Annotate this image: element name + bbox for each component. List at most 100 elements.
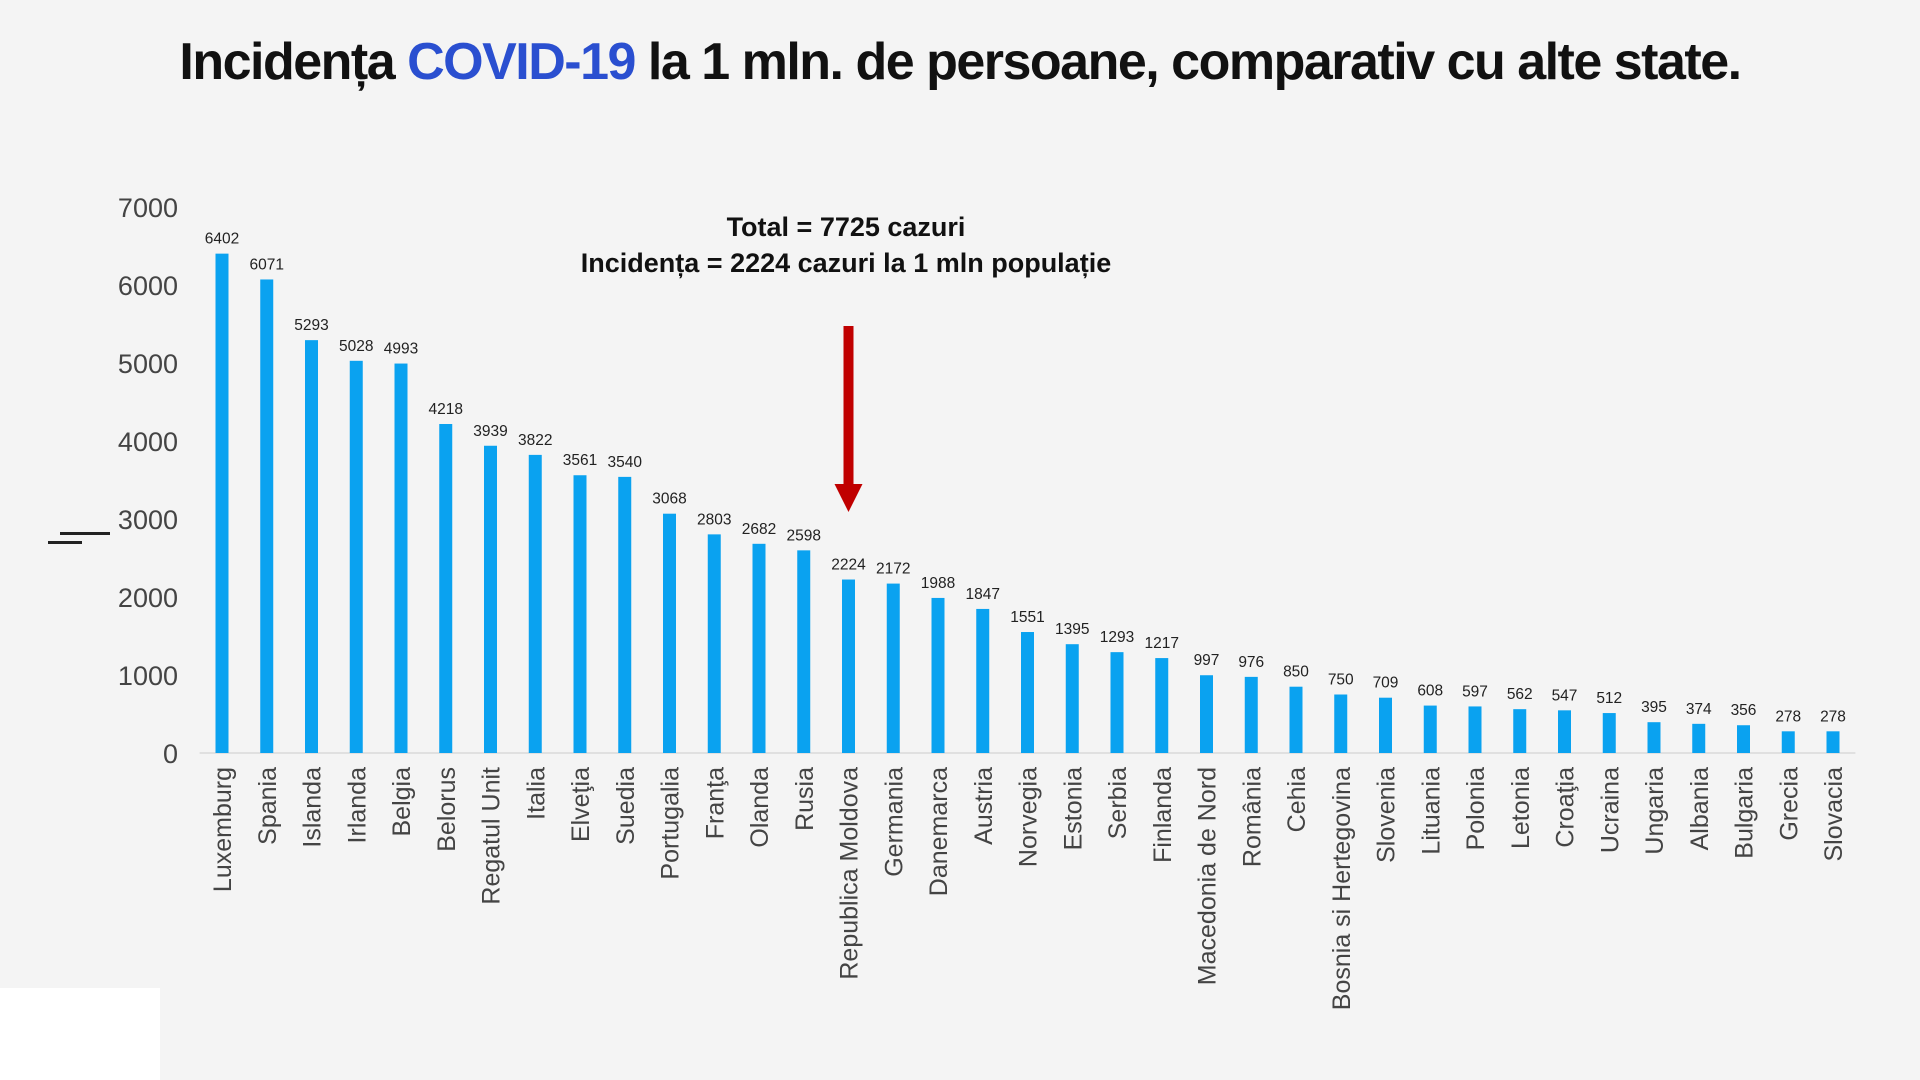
value-label: 3939 bbox=[473, 423, 507, 440]
annotation-total: Total = 7725 cazuri bbox=[727, 212, 966, 242]
title-prefix: Incidența bbox=[179, 33, 408, 91]
y-tick-label: 0 bbox=[163, 739, 178, 769]
bar bbox=[1379, 697, 1392, 753]
category-label: Rusia bbox=[791, 767, 819, 831]
value-label: 374 bbox=[1686, 701, 1712, 718]
value-label: 597 bbox=[1462, 683, 1488, 700]
value-label: 278 bbox=[1775, 708, 1801, 725]
y-tick-label: 5000 bbox=[118, 349, 178, 379]
value-label: 2172 bbox=[876, 561, 910, 578]
title-suffix: la 1 mln. de persoane, comparativ cu alt… bbox=[634, 33, 1742, 91]
highlight-arrow bbox=[834, 326, 863, 512]
bar bbox=[1558, 710, 1571, 753]
bar bbox=[573, 475, 587, 753]
bar bbox=[305, 340, 318, 753]
category-label: Bosnia si Hertegovina bbox=[1328, 767, 1356, 1010]
category-label: Germania bbox=[880, 767, 908, 877]
value-label: 1551 bbox=[1010, 609, 1044, 626]
value-label: 5293 bbox=[294, 317, 328, 334]
category-label: Franţa bbox=[701, 767, 729, 839]
value-label: 850 bbox=[1283, 664, 1309, 681]
category-label: Slovacia bbox=[1820, 767, 1848, 862]
value-label: 6071 bbox=[250, 256, 284, 273]
value-label: 1988 bbox=[921, 575, 955, 592]
category-label: Ucraina bbox=[1596, 767, 1624, 853]
value-label: 356 bbox=[1731, 702, 1757, 719]
category-label: Suedia bbox=[612, 767, 640, 845]
category-label: Albania bbox=[1686, 767, 1714, 850]
bar bbox=[528, 454, 542, 753]
bar bbox=[349, 360, 363, 753]
arrow-head bbox=[834, 484, 863, 512]
bar bbox=[707, 534, 721, 753]
y-tick-label: 7000 bbox=[118, 193, 178, 223]
bar bbox=[1737, 725, 1750, 753]
value-label: 1217 bbox=[1145, 635, 1179, 652]
category-label: Belgia bbox=[388, 767, 416, 837]
value-label: 709 bbox=[1373, 675, 1399, 692]
value-labels-group: 6402 6071 5293 5028 4993 4218 3939 3822 3561 3540… bbox=[205, 231, 1846, 726]
y-tick-label: 4000 bbox=[118, 427, 178, 457]
value-label: 3540 bbox=[608, 454, 643, 471]
value-label: 2598 bbox=[787, 527, 821, 544]
bar bbox=[1289, 686, 1303, 753]
category-label: Republica Moldova bbox=[836, 767, 864, 980]
value-label: 5028 bbox=[339, 338, 373, 355]
category-label: Luxemburg bbox=[209, 767, 237, 892]
bar bbox=[1602, 713, 1616, 753]
bar bbox=[394, 363, 408, 753]
category-label: Slovenia bbox=[1373, 767, 1401, 863]
equals-mark bbox=[48, 528, 110, 546]
category-label: Irlanda bbox=[343, 767, 371, 844]
value-label: 395 bbox=[1641, 699, 1667, 716]
y-tick-label: 2000 bbox=[118, 583, 178, 613]
category-label: Ungaria bbox=[1641, 767, 1669, 855]
value-label: 4993 bbox=[384, 341, 418, 358]
bar bbox=[618, 476, 632, 753]
value-label: 608 bbox=[1417, 683, 1443, 700]
bar bbox=[1065, 644, 1079, 753]
bar bbox=[797, 550, 811, 753]
bar bbox=[1244, 676, 1258, 753]
value-label: 6402 bbox=[205, 231, 239, 248]
annotation-incidence: Incidența = 2224 cazuri la 1 mln populaț… bbox=[581, 248, 1111, 278]
bar bbox=[1692, 723, 1706, 753]
value-label: 997 bbox=[1194, 652, 1220, 669]
category-label: Letonia bbox=[1507, 767, 1535, 849]
category-label: Olanda bbox=[746, 767, 774, 848]
bar bbox=[215, 253, 229, 754]
category-label: Spania bbox=[254, 767, 282, 845]
category-label: Portugalia bbox=[657, 767, 685, 880]
value-label: 1395 bbox=[1055, 621, 1089, 638]
y-tick-label: 1000 bbox=[118, 661, 178, 691]
bar bbox=[1781, 731, 1795, 753]
bar bbox=[663, 513, 676, 753]
y-tick-label: 6000 bbox=[118, 271, 178, 301]
bar bbox=[842, 579, 855, 753]
bar bbox=[439, 423, 453, 753]
bar bbox=[1647, 722, 1661, 753]
bar bbox=[1423, 705, 1437, 753]
value-label: 3068 bbox=[652, 491, 686, 508]
category-label: Islanda bbox=[299, 767, 327, 848]
category-label: Lituania bbox=[1417, 767, 1445, 855]
category-label: Danemarca bbox=[925, 767, 953, 896]
category-label: Grecia bbox=[1775, 767, 1803, 841]
bar bbox=[1110, 652, 1124, 753]
category-label: România bbox=[1238, 767, 1266, 867]
bar bbox=[1334, 694, 1348, 753]
category-label: Polonia bbox=[1462, 767, 1490, 850]
slide-title: Incidența COVID-19 la 1 mln. de persoane… bbox=[0, 32, 1920, 92]
bar bbox=[1513, 709, 1527, 753]
value-label: 547 bbox=[1552, 687, 1578, 704]
value-label: 3822 bbox=[518, 432, 552, 449]
value-label: 1293 bbox=[1100, 629, 1134, 646]
bar bbox=[1200, 675, 1213, 753]
y-axis: 0 1000 2000 3000 4000 5000 6000 7000 bbox=[118, 193, 178, 769]
category-label: Croaţia bbox=[1552, 767, 1580, 848]
category-label: Belorus bbox=[433, 767, 461, 852]
bar bbox=[260, 279, 274, 753]
bar bbox=[752, 543, 766, 753]
bar bbox=[931, 597, 945, 753]
